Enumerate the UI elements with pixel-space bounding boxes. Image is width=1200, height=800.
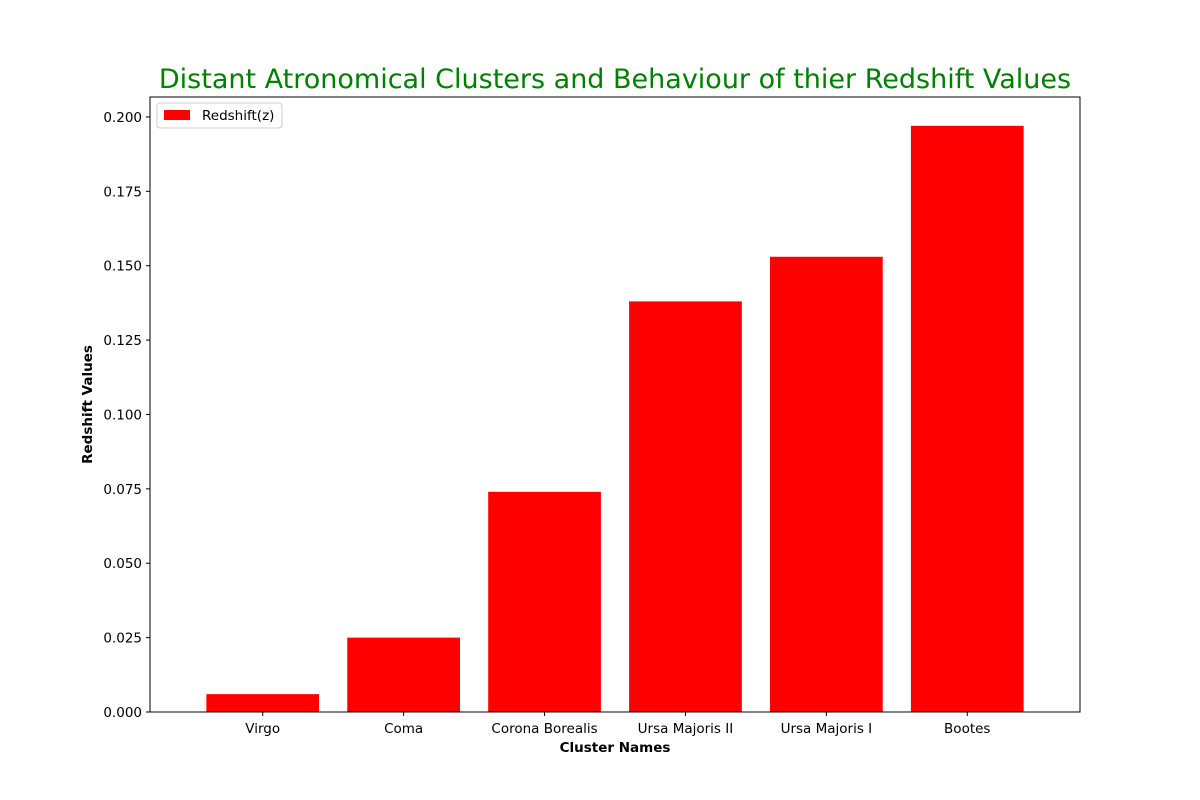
y-tick-label: 0.025	[103, 631, 142, 647]
bar-coma	[347, 637, 460, 712]
legend-swatch	[164, 110, 190, 120]
x-tick-label: Ursa Majoris I	[781, 721, 873, 737]
bar-virgo	[206, 694, 320, 712]
y-tick-label: 0.050	[103, 556, 142, 572]
bar-bootes	[910, 125, 1024, 713]
y-tick-label: 0.075	[103, 482, 142, 498]
y-axis: 0.000 0.025 0.050 0.075 0.100 0.125 0.150 0.175…	[103, 110, 150, 721]
legend: Redshift(z)	[156, 102, 283, 129]
bar-corona-borealis	[488, 491, 601, 712]
y-axis-title: Redshift Values	[80, 345, 96, 464]
legend-frame	[156, 102, 283, 129]
legend-label: Redshift(z)	[202, 108, 274, 124]
y-tick-label: 0.150	[103, 259, 142, 275]
y-tick-label: 0.200	[103, 110, 142, 126]
bar-ursa-majoris-i	[770, 256, 883, 712]
x-axis-title: Cluster Names	[560, 740, 671, 756]
chart-title: Distant Atronomical Clusters and Behavio…	[159, 64, 1071, 95]
x-tick-label: Ursa Majoris II	[638, 721, 734, 737]
bar-ursa-majoris-ii	[629, 301, 742, 712]
bars	[206, 125, 1024, 713]
x-tick-label: Coma	[384, 721, 423, 737]
y-tick-label: 0.000	[103, 705, 142, 721]
y-tick-label: 0.100	[103, 407, 142, 423]
plot-area	[149, 96, 1081, 713]
x-tick-label: Bootes	[944, 721, 990, 737]
axes-frame	[149, 96, 1081, 713]
x-axis: Virgo Coma Corona Borealis Ursa Majoris II U…	[245, 712, 990, 737]
y-tick-label: 0.175	[103, 184, 142, 200]
x-tick-label: Corona Borealis	[491, 721, 597, 737]
x-tick-label: Virgo	[245, 721, 280, 737]
y-tick-label: 0.125	[103, 333, 142, 349]
